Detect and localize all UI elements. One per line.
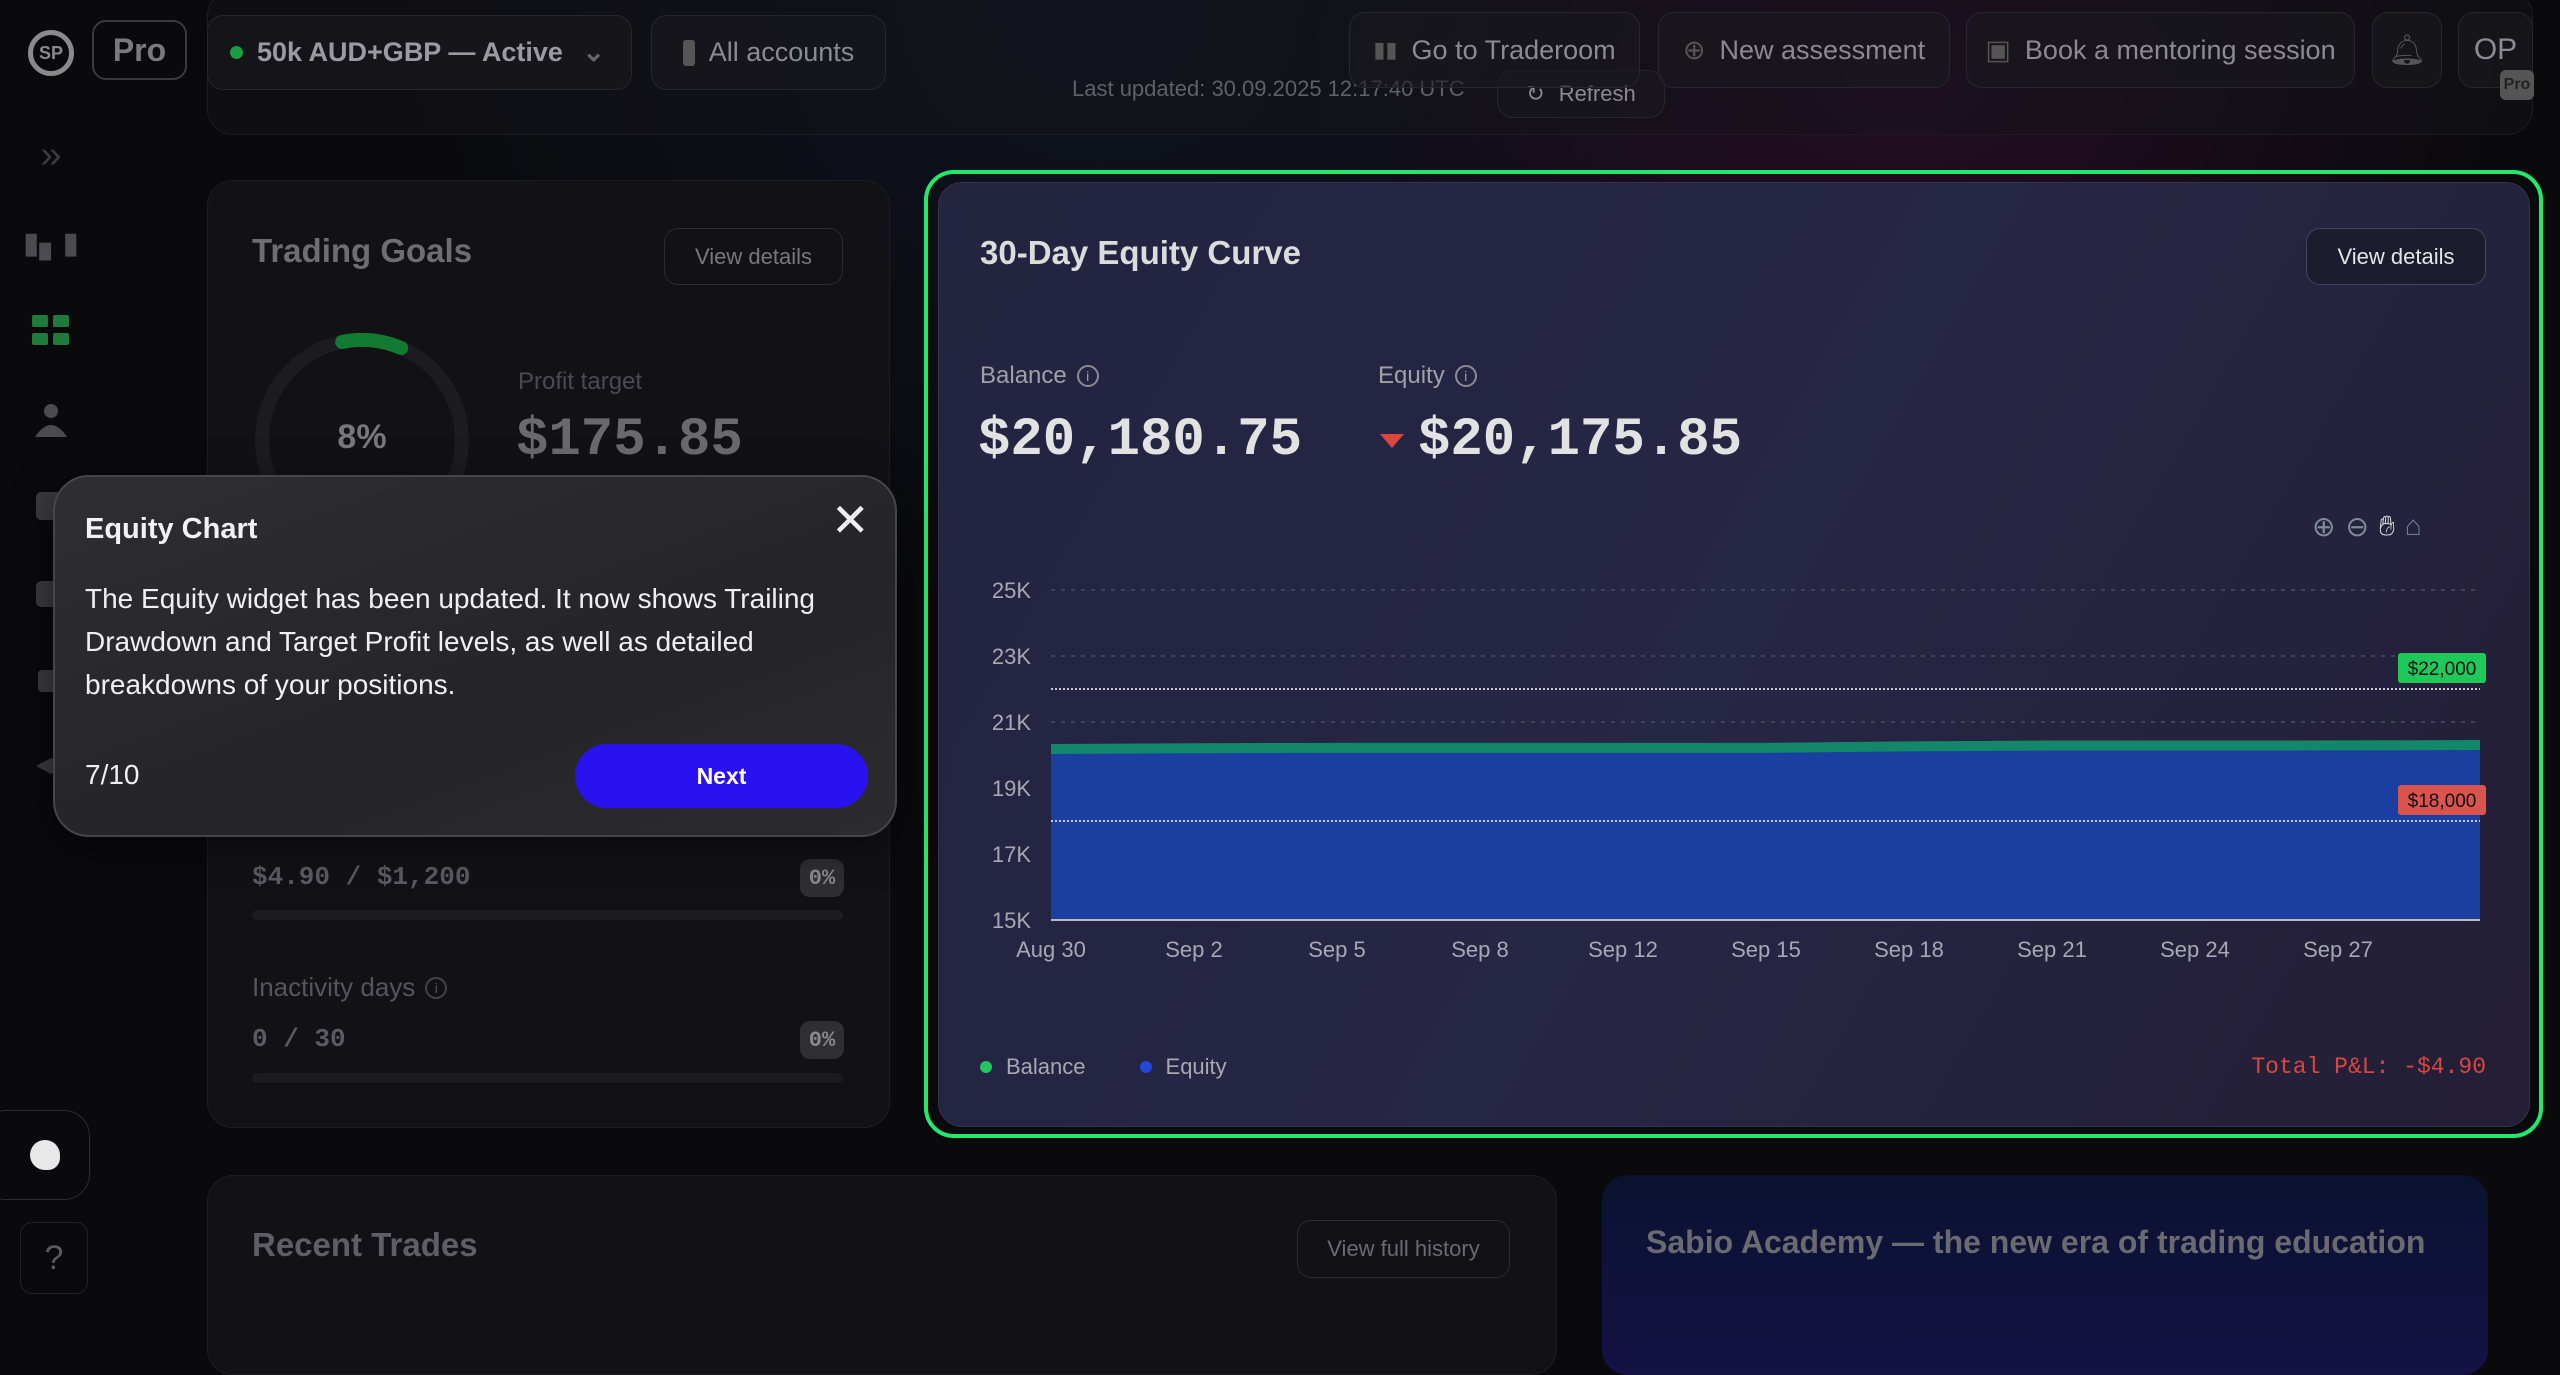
x-tick-label: Sep 18	[1874, 937, 1944, 962]
profit-target-label: Profit target	[518, 368, 643, 395]
zoom-out-icon[interactable]: ⊖	[2345, 511, 2369, 542]
x-tick-label: Sep 15	[1731, 937, 1801, 962]
equity-value: $20,175.85	[1418, 410, 1743, 471]
equity-label: Equity i	[1378, 362, 1477, 390]
x-tick-label: Sep 27	[2303, 937, 2373, 962]
plus-circle-icon: ⊕	[1682, 34, 1706, 65]
dashboard-icon[interactable]	[30, 310, 72, 352]
loss-limit-value: $4.90 / $1,200	[252, 862, 471, 892]
info-icon[interactable]: i	[425, 976, 448, 999]
legend-dot	[1139, 1061, 1152, 1073]
trading-goals-view-details[interactable]: View details	[664, 228, 843, 285]
level-label: $22,000	[2408, 659, 2477, 680]
level-label: $18,000	[2408, 791, 2477, 812]
x-tick-label: Sep 24	[2160, 937, 2230, 962]
legend-label: Balance	[1006, 1054, 1086, 1079]
equity-card-title: 30-Day Equity Curve	[980, 234, 1301, 271]
progress-percent: 8%	[337, 418, 387, 456]
plan-badge: Pro	[92, 20, 187, 80]
legend-label: Equity	[1165, 1054, 1227, 1079]
notifications-button[interactable]: 🔔︎	[2372, 12, 2442, 88]
avatar-pro-badge: Pro	[2500, 70, 2534, 100]
info-icon[interactable]: i	[1454, 365, 1477, 387]
balance-value: $20,180.75	[978, 410, 1303, 471]
loss-limit-badge: 0%	[800, 859, 844, 897]
chart-toolbar: ⊕ ⊖ ✋︎ ⌂	[2312, 510, 2422, 543]
grid-icon	[32, 315, 69, 345]
expand-sidebar-icon[interactable]: »	[40, 133, 62, 176]
theme-toggle-button[interactable]	[0, 1110, 90, 1200]
legend-item[interactable]: Equity	[1139, 1054, 1227, 1080]
tour-next-button[interactable]: Next	[575, 744, 868, 808]
x-tick-label: Sep 2	[1165, 937, 1223, 962]
balance-label: Balance i	[980, 362, 1099, 390]
chevron-down-icon: ⌄	[582, 37, 605, 67]
inactivity-value: 0 / 30	[252, 1024, 346, 1054]
y-tick-label: 17K	[992, 842, 1031, 867]
analytics-icon[interactable]: ▮▖▮	[22, 226, 80, 260]
tour-body: The Equity widget has been updated. It n…	[85, 583, 815, 700]
all-accounts-button[interactable]: All accounts	[651, 15, 886, 90]
profit-target-value: $175.85	[516, 410, 743, 471]
pan-hand-icon[interactable]: ✋︎	[2378, 510, 2395, 541]
x-tick-label: Sep 5	[1308, 937, 1366, 962]
account-selector[interactable]: 50k AUD+GBP — Active ⌄	[207, 15, 632, 90]
inactivity-label: Inactivity days i	[252, 972, 448, 1003]
bell-icon: 🔔︎	[2387, 33, 2427, 67]
x-tick-label: Sep 8	[1451, 937, 1509, 962]
y-tick-label: 19K	[992, 776, 1031, 801]
legend-item[interactable]: Balance	[980, 1054, 1086, 1080]
zoom-in-icon[interactable]: ⊕	[2312, 511, 2336, 542]
x-tick-label: Sep 21	[2017, 937, 2087, 962]
tour-step: 7/10	[85, 759, 140, 790]
legend-dot	[980, 1061, 992, 1073]
total-pnl: Total P&L: -$4.90	[2251, 1054, 2486, 1080]
equity-curve-card	[938, 182, 2530, 1127]
down-triangle-icon	[1380, 434, 1404, 448]
level-badge	[2398, 653, 2486, 683]
x-tick-label: Aug 30	[1016, 937, 1086, 962]
traderoom-button[interactable]: ▮▮ Go to Traderoom	[1349, 12, 1640, 88]
tour-title: Equity Chart	[85, 513, 258, 545]
mentoring-button[interactable]: ▣ Book a mentoring session	[1966, 12, 2355, 88]
equity-area	[1051, 749, 2480, 920]
new-assessment-button[interactable]: ⊕ New assessment	[1658, 12, 1950, 88]
chart-bars-icon: ▮▮	[1373, 37, 1398, 62]
chart-legend: Balance Equity	[980, 1054, 1227, 1080]
status-dot	[230, 46, 243, 59]
y-tick-label: 23K	[992, 644, 1031, 669]
y-tick-label: 21K	[992, 710, 1031, 735]
palette-icon	[30, 1140, 60, 1170]
recent-trades-title: Recent Trades	[252, 1226, 478, 1263]
inactivity-badge: 0%	[800, 1021, 844, 1059]
tour-popup: Equity Chart ✕ The Equity widget has bee…	[53, 475, 897, 837]
loss-limit-progress	[252, 910, 843, 920]
trading-goals-title: Trading Goals	[252, 232, 473, 269]
help-button[interactable]: ?	[20, 1222, 88, 1294]
academy-title: Sabio Academy — the new era of trading e…	[1646, 1224, 2426, 1260]
wallet-icon	[682, 39, 695, 66]
level-badge	[2398, 785, 2486, 815]
profile-icon[interactable]	[30, 398, 72, 440]
reset-home-icon[interactable]: ⌂	[2404, 510, 2422, 541]
ring-progress	[335, 333, 409, 355]
inactivity-progress	[252, 1073, 843, 1083]
view-full-history-button[interactable]: View full history	[1297, 1220, 1510, 1278]
academy-card[interactable]	[1602, 1175, 2488, 1375]
calendar-icon: ▣	[1985, 34, 2011, 65]
tour-highlight	[924, 170, 2543, 1138]
logo-icon: SP	[28, 30, 74, 76]
balance-line	[1050, 740, 2481, 755]
close-icon[interactable]: ✕	[831, 494, 870, 546]
equity-view-details[interactable]: View details	[2306, 228, 2486, 285]
x-tick-label: Sep 12	[1588, 937, 1658, 962]
y-tick-label: 25K	[992, 578, 1031, 603]
y-tick-label: 15K	[992, 908, 1031, 933]
info-icon[interactable]: i	[1076, 365, 1099, 387]
equity-chart[interactable]: 25K 23K 21K 19K 17K 15K $22,000 $18,000 Aug 30 Se…	[960, 560, 2520, 980]
